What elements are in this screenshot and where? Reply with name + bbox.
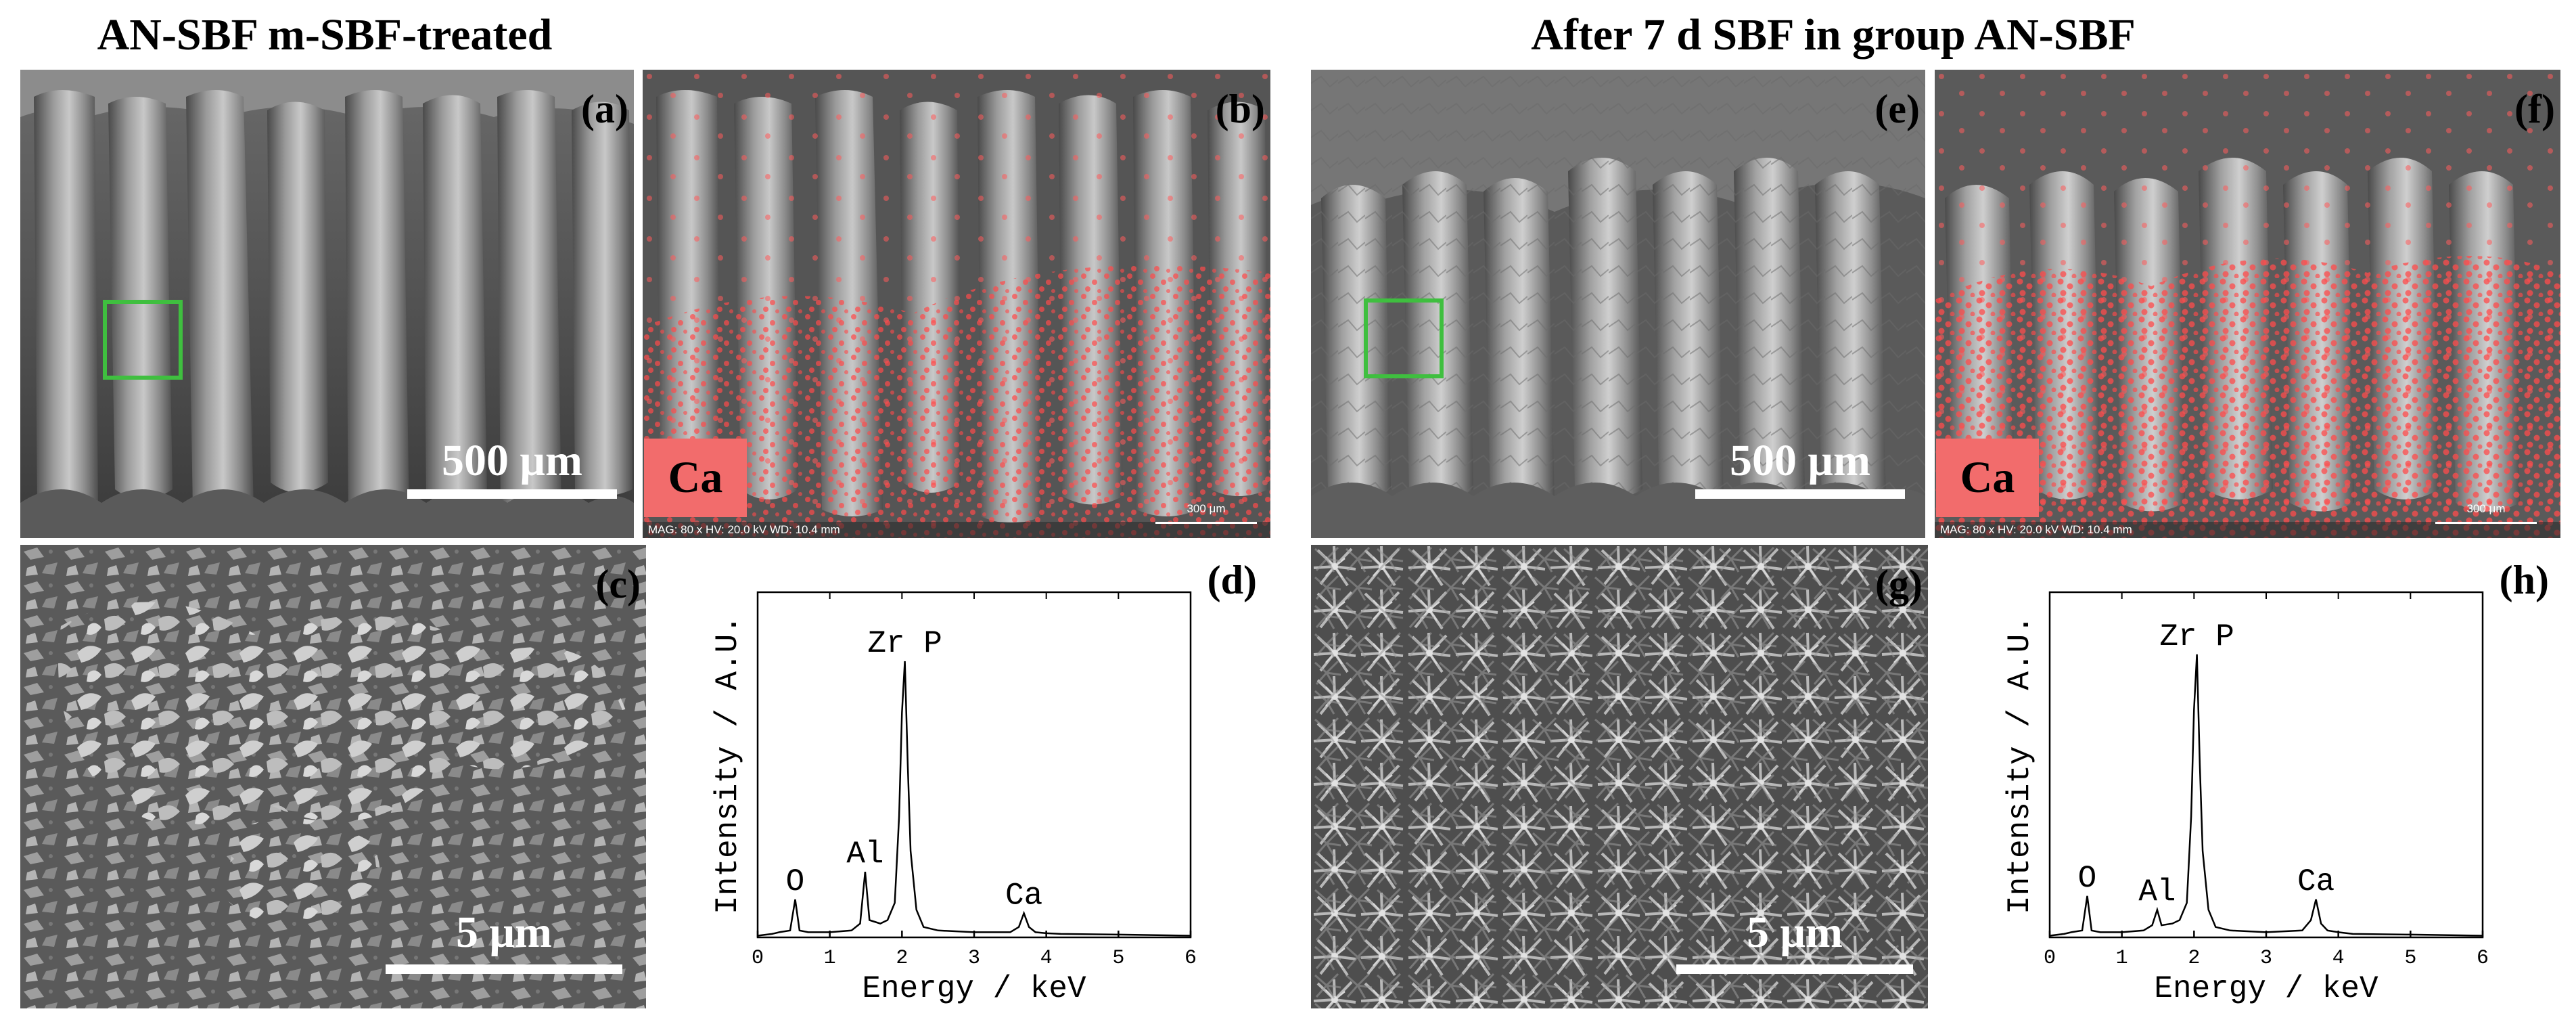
eds-map-panel-f: (f) Ca MAG: 80 x HV: 20.0 kV WD: 10.4 mm… [1935,70,2560,538]
peak-label: Al [2138,874,2176,910]
x-tick-label: 4 [1040,947,1053,970]
plot-frame [756,591,1192,939]
panel-label-h: (h) [2499,558,2549,602]
eds-spectrum-panel-d: 0 1 2 3 4 5 6 Energy / keV Intensity / A.U. O Al Zr… [690,545,1272,1019]
scale-bar-a [407,489,617,499]
x-tick-label: 0 [2044,947,2056,970]
eds-map-image-b [643,70,1270,538]
x-axis-label: Energy / keV [2154,971,2378,1006]
x-tick-label: 6 [1184,947,1197,970]
scale-label-e: 500 μm [1730,436,1870,485]
sem-image-a [20,70,634,538]
panel-label-c: (c) [595,562,641,606]
sem-meta-f: MAG: 80 x HV: 20.0 kV WD: 10.4 mm [1940,523,2132,536]
mini-scale-label-f: 300 μm [2466,502,2506,515]
x-tick-label: 3 [2260,947,2272,970]
y-axis-label: Intensity / A.U. [710,615,745,914]
x-tick-label: 3 [968,947,980,970]
x-tick-label: 2 [2188,947,2200,970]
x-tick-label: 0 [752,947,764,970]
panel-label-a: (a) [581,87,628,131]
panel-label-d: (d) [1207,558,1257,602]
eds-map-image-f [1935,70,2560,538]
x-tick-label: 1 [2116,947,2128,970]
plot-frame [2048,591,2484,939]
scale-label-g: 5 μm [1747,908,1843,957]
element-label-ca-b: Ca [644,439,747,517]
panel-label-g: (g) [1875,562,1923,606]
scale-bar-e [1695,489,1905,499]
x-tick-label: 6 [2477,947,2489,970]
group-title-left: AN-SBF m-SBF-treated [97,10,553,60]
panel-label-f: (f) [2514,87,2555,131]
element-label-ca-f: Ca [1936,439,2039,517]
eds-spectrum-panel-h: 0 1 2 3 4 5 6 Energy / keV Intensity / A.U. O Al Zr… [1982,545,2564,1019]
eds-spectrum-d: 0 1 2 3 4 5 6 Energy / keV Intensity / A.U. O Al Zr… [710,591,1197,1006]
mini-scale-label-b: 300 μm [1187,502,1226,515]
x-tick-label: 1 [824,947,836,970]
group-title-right: After 7 d SBF in group AN-SBF [1531,10,2136,60]
sem-image-c [20,545,646,1008]
sem-meta-b: MAG: 80 x HV: 20.0 kV WD: 10.4 mm [648,523,840,536]
scale-label-c: 5 μm [456,908,552,957]
scale-bar-g [1676,964,1913,974]
peak-label: Ca [1005,878,1042,913]
meta-strip-f [1935,522,2560,538]
meta-strip-b [643,522,1270,538]
y-axis-label: Intensity / A.U. [2002,615,2038,914]
x-tick-label: 2 [896,947,908,970]
region-of-interest-box-e [1364,298,1444,378]
mini-scale-bar-f [2435,522,2537,524]
sem-panel-a: (a) 500 μm [20,70,634,538]
scale-bar-c [386,964,622,974]
peak-label: Al [846,837,883,872]
sem-panel-g: (g) 5 μm [1311,545,1928,1008]
sem-image-g [1311,545,1928,1008]
eds-map-panel-b: (b) Ca MAG: 80 x HV: 20.0 kV WD: 10.4 mm… [643,70,1270,538]
eds-spectrum-h: 0 1 2 3 4 5 6 Energy / keV Intensity / A.U. O Al Zr… [2002,591,2489,1006]
x-axis-label: Energy / keV [862,971,1086,1006]
peak-label: O [2078,861,2097,896]
panel-label-e: (e) [1874,87,1920,131]
x-tick-label: 5 [2404,947,2416,970]
peak-label: Zr P [867,626,942,661]
peak-label: O [786,864,805,899]
peak-label: Zr P [2159,619,2234,654]
x-tick-label: 5 [1112,947,1124,970]
panel-label-b: (b) [1215,87,1265,131]
mini-scale-bar-b [1155,522,1257,524]
spectrum-line [757,661,1191,937]
scale-label-a: 500 μm [442,436,582,485]
peak-label: Ca [2297,864,2334,899]
sem-panel-e: (e) 500 μm [1311,70,1925,538]
region-of-interest-box-a [103,300,183,380]
spectrum-line [2049,654,2483,937]
x-tick-label: 4 [2332,947,2345,970]
sem-panel-c: (c) 5 μm [20,545,646,1008]
